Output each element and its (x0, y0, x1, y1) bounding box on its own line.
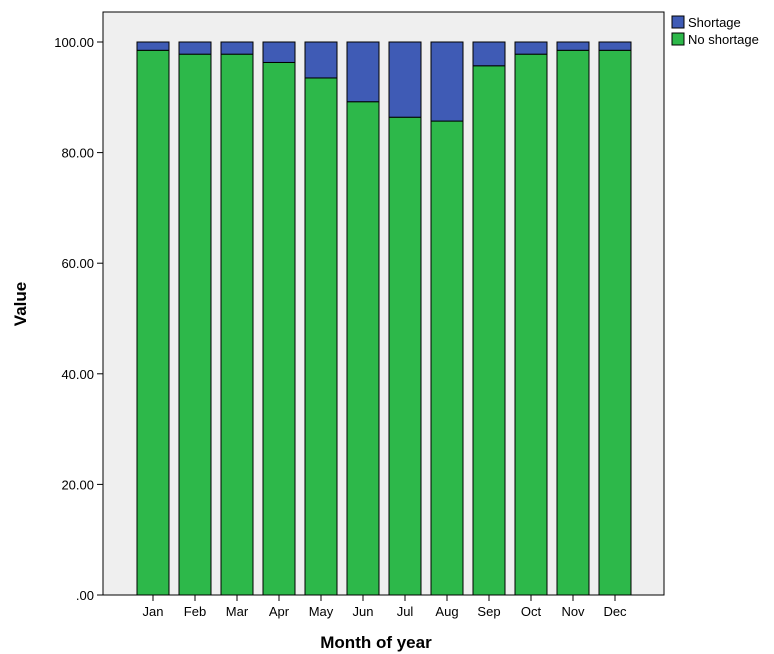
bars (136, 41, 632, 596)
bar-segment-no-shortage (556, 49, 590, 596)
bar-segment-shortage (346, 41, 380, 103)
bar-segment-shortage (388, 41, 422, 118)
legend: Shortage No shortage (671, 15, 759, 47)
bar-segment-shortage (514, 41, 548, 55)
x-tick-label: Mar (226, 604, 249, 619)
legend-label: Shortage (688, 15, 741, 30)
x-axis: Jan Feb Mar Apr May Jun Jul Aug Sep Oct Nov Dec (143, 595, 627, 619)
x-tick-label: Feb (184, 604, 206, 619)
x-tick-label: May (309, 604, 334, 619)
x-tick-label: Oct (521, 604, 542, 619)
bar-segment-shortage (556, 41, 590, 51)
y-tick-label: .00 (76, 588, 94, 603)
bar-segment-shortage (430, 41, 464, 122)
y-tick-label: 20.00 (61, 477, 94, 492)
bar-segment-no-shortage (598, 49, 632, 596)
x-tick-label: Sep (477, 604, 500, 619)
x-tick-label: Dec (603, 604, 627, 619)
legend-swatch (671, 15, 685, 29)
bar-segment-shortage (598, 41, 632, 51)
x-tick-label: Apr (269, 604, 290, 619)
y-tick-label: 100.00 (54, 35, 94, 50)
bar-segment-no-shortage (304, 77, 338, 596)
bar-segment-no-shortage (388, 116, 422, 596)
legend-swatch (671, 32, 685, 46)
bar-segment-shortage (472, 41, 506, 67)
bar-segment-no-shortage (430, 120, 464, 596)
y-axis: .00 20.00 40.00 60.00 80.00 100.00 (54, 35, 103, 603)
bar-segment-no-shortage (178, 53, 212, 596)
x-tick-label: Jan (143, 604, 164, 619)
x-axis-title: Month of year (320, 633, 432, 652)
y-tick-label: 60.00 (61, 256, 94, 271)
bar-segment-shortage (178, 41, 212, 55)
bar-segment-shortage (136, 41, 170, 51)
x-tick-label: Jun (353, 604, 374, 619)
legend-label: No shortage (688, 32, 759, 47)
bar-segment-shortage (220, 41, 254, 55)
bar-segment-shortage (304, 41, 338, 79)
bar-segment-no-shortage (346, 101, 380, 596)
x-tick-label: Jul (397, 604, 414, 619)
y-tick-label: 80.00 (61, 146, 94, 161)
bar-segment-no-shortage (514, 53, 548, 596)
bar-segment-no-shortage (262, 61, 296, 596)
x-tick-label: Aug (435, 604, 458, 619)
y-axis-title: Value (11, 282, 30, 326)
bar-segment-no-shortage (472, 65, 506, 596)
bar-segment-shortage (262, 41, 296, 63)
bar-segment-no-shortage (136, 49, 170, 596)
bar-segment-no-shortage (220, 53, 254, 596)
y-tick-label: 40.00 (61, 367, 94, 382)
x-tick-label: Nov (561, 604, 585, 619)
